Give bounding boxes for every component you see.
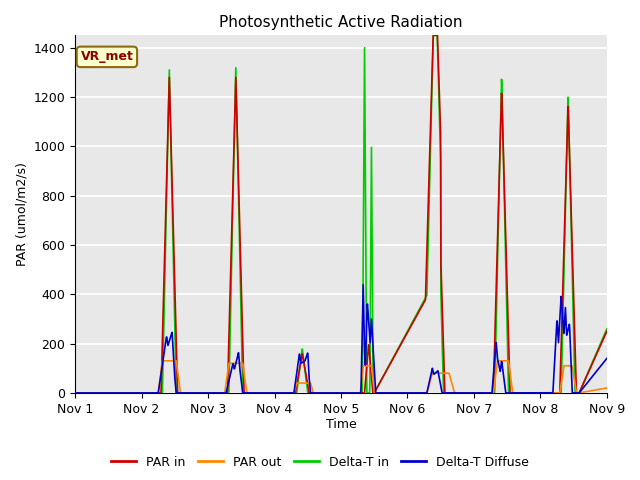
- Text: VR_met: VR_met: [81, 50, 133, 63]
- Title: Photosynthetic Active Radiation: Photosynthetic Active Radiation: [220, 15, 463, 30]
- Y-axis label: PAR (umol/m2/s): PAR (umol/m2/s): [15, 162, 28, 266]
- X-axis label: Time: Time: [326, 419, 356, 432]
- Legend: PAR in, PAR out, Delta-T in, Delta-T Diffuse: PAR in, PAR out, Delta-T in, Delta-T Dif…: [106, 451, 534, 474]
